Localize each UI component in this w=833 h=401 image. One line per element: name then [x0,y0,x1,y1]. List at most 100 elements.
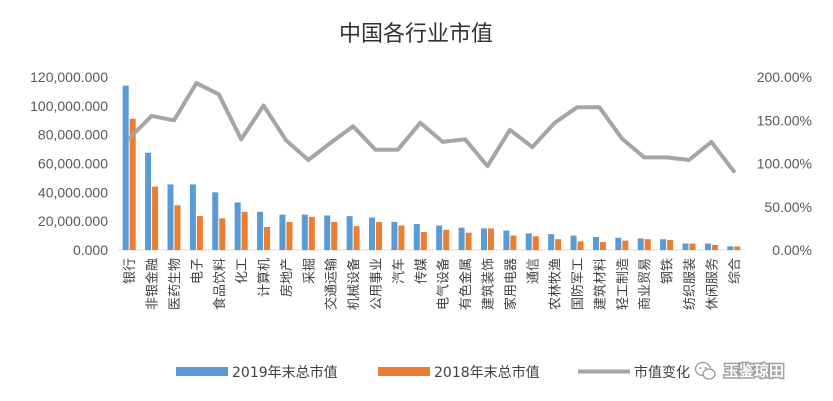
bar-2019 [548,234,555,250]
y-left-tick-label: 80,000.000 [38,127,108,143]
category-label: 电子 [190,258,205,284]
bar-2019 [660,239,667,250]
y-left-tick-label: 120,000.000 [30,69,108,85]
bar-2018 [510,235,517,250]
bar-2018 [734,246,741,250]
bar-2018 [286,221,293,250]
legend-label-2018: 2018年末总市值 [434,364,540,381]
bar-2018 [622,240,629,250]
bar-2018 [264,226,271,250]
y-right-tick-label: 0.00% [772,242,812,258]
bar-2018 [465,232,472,250]
category-label: 建筑材料 [592,258,608,310]
bar-2018 [308,216,315,250]
y-right-tick-label: 200.00% [757,69,812,85]
bar-2018 [711,244,718,250]
y-left-tick-label: 20,000.000 [38,213,108,229]
bars-layer [122,85,741,251]
category-label: 汽车 [391,258,407,284]
bar-2018 [152,186,159,250]
bar-2019 [525,233,532,250]
bar-2018 [667,239,674,250]
y-left-tick-label: 40,000.000 [38,184,108,200]
bar-2019 [682,243,689,250]
bar-2019 [324,215,331,250]
category-label: 电气设备 [436,258,452,310]
bar-2019 [503,230,510,250]
bar-2018 [196,216,203,250]
category-label: 农林牧渔 [549,258,564,310]
legend-label-2019: 2019年末总市值 [232,364,338,381]
category-label: 建筑装饰 [481,258,497,310]
wechat-icon [694,361,716,380]
watermark: 玉鉴琼田 [694,361,786,382]
legend-swatch-2018 [378,367,430,376]
y-right-tick-label: 50.00% [765,199,812,215]
category-label: 食品饮料 [212,258,228,310]
y-left-tick-label: 100,000.000 [30,98,108,114]
category-label: 钢铁 [661,258,676,284]
bar-2019 [704,243,711,250]
bar-2018 [532,236,539,250]
bar-2018 [420,231,427,250]
bar-2019 [189,184,196,250]
bar-2019 [145,152,152,250]
category-label: 公用事业 [370,258,385,310]
bar-2019 [257,211,264,250]
y-right-tick-label: 150.00% [757,112,812,128]
bar-2019 [458,227,465,250]
bar-2019 [570,235,577,250]
bar-2019 [167,184,174,250]
bar-2018 [331,221,338,250]
bar-2019 [727,246,734,250]
bar-2018 [398,225,405,250]
chart-title: 中国各行业市值 [339,22,493,47]
bar-2019 [637,238,644,250]
bar-2019 [346,216,353,250]
category-label: 房地产 [279,258,295,297]
bar-2018 [174,205,181,250]
watermark-text: 玉鉴琼田 [724,362,784,380]
category-label: 综合 [728,258,743,284]
category-label: 计算机 [258,258,273,297]
category-label: 轻工制造 [616,258,631,310]
bar-2019 [592,237,599,250]
legend: 2019年末总市值 2018年末总市值 市值变化 [176,364,690,381]
bar-2019 [279,214,286,250]
bar-2019 [212,192,219,250]
category-label: 商业贸易 [638,258,653,310]
category-label: 化工 [235,258,250,284]
bar-2018 [644,239,651,250]
bar-2018 [376,221,383,250]
bar-2018 [129,118,136,250]
axes-layer: 0.000 20,000.000 40,000.000 60,000.000 80,00… [30,69,812,258]
legend-swatch-2019 [176,367,228,376]
bar-2018 [241,211,248,250]
bar-2019 [301,214,308,250]
category-label: 传媒 [414,258,429,284]
category-label: 非银金融 [145,258,161,310]
line-layer [127,81,736,174]
y-left-tick-label: 0.000 [73,242,108,258]
bar-2019 [234,202,241,250]
bar-2018 [689,243,696,250]
category-label: 家用电器 [503,258,519,310]
bar-2018 [487,228,494,250]
category-labels: 银行 非银金融 医药生物 电子 食品饮料 化工 计算机 房地产 采掘 交通运输 机械设备 公用事业 汽车… [123,258,743,310]
bar-2019 [122,85,129,251]
category-label: 国防军工 [570,258,586,310]
y-left-tick-label: 60,000.000 [38,156,108,172]
bar-2019 [615,237,622,250]
bar-2018 [599,242,606,250]
bar-2019 [369,217,376,250]
bar-2019 [391,221,398,250]
category-label: 通信 [526,258,541,284]
bar-2019 [436,225,443,250]
category-label: 医药生物 [168,258,183,310]
bar-2018 [443,229,450,250]
category-label: 银行 [123,258,138,284]
bar-2018 [219,218,226,250]
bar-2018 [353,226,360,250]
